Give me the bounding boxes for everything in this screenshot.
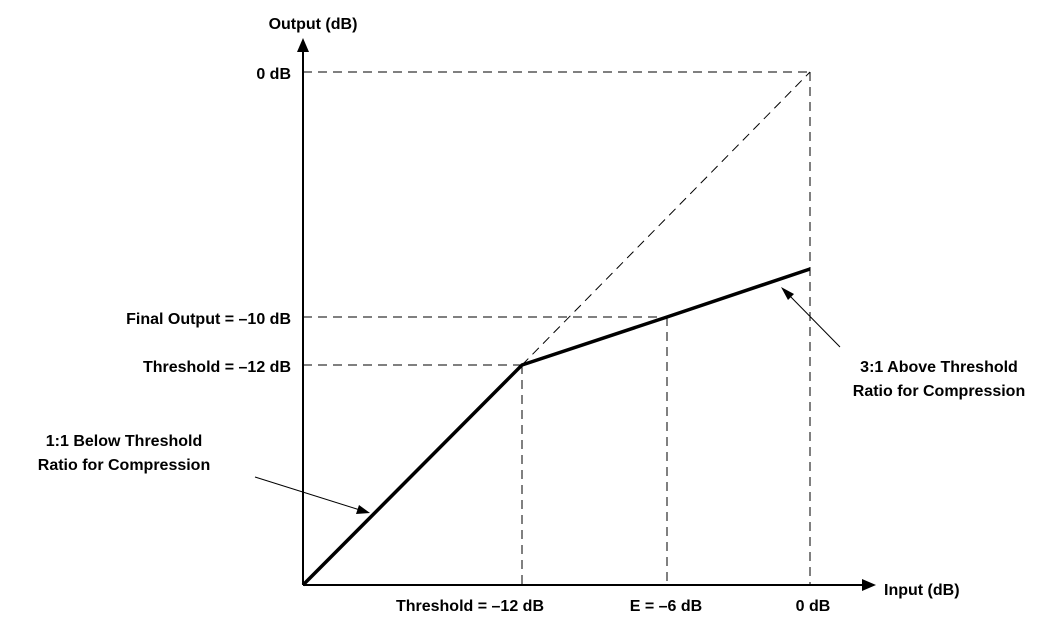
below-threshold-annotation-line2: Ratio for Compression	[38, 457, 210, 474]
y-axis-arrowhead	[297, 38, 309, 52]
x-label-threshold: Threshold = –12 dB	[396, 598, 544, 615]
x-label-e-point: E = –6 dB	[630, 598, 702, 615]
above-threshold-annotation-line1: 3:1 Above Threshold	[860, 359, 1018, 376]
below-threshold-annotation-line1: 1:1 Below Threshold	[46, 433, 202, 450]
x-axis-arrowhead	[862, 579, 876, 591]
y-label-zero: 0 dB	[256, 66, 291, 83]
below-pointer-arrowhead	[356, 505, 370, 514]
guide-unity-diagonal	[521, 71, 811, 366]
above-threshold-annotation-line2: Ratio for Compression	[853, 383, 1025, 400]
compression-curve	[301, 267, 811, 587]
below-pointer-line	[254, 476, 361, 511]
x-axis-title: Input (dB)	[884, 582, 960, 599]
y-axis-title: Output (dB)	[269, 16, 358, 33]
x-label-zero: 0 dB	[796, 598, 831, 615]
y-label-threshold: Threshold = –12 dB	[143, 359, 291, 376]
above-pointer-arrowhead	[781, 287, 794, 300]
y-label-final-output: Final Output = –10 dB	[126, 311, 291, 328]
above-pointer-line	[786, 292, 841, 348]
